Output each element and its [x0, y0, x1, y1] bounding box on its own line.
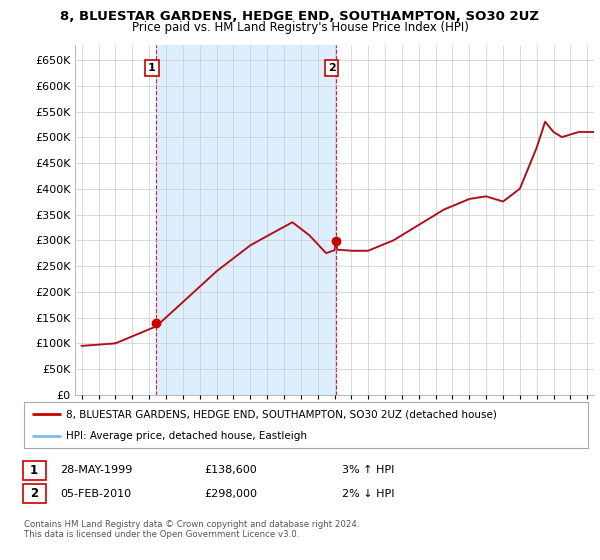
- Text: Contains HM Land Registry data © Crown copyright and database right 2024.
This d: Contains HM Land Registry data © Crown c…: [24, 520, 359, 539]
- Text: 05-FEB-2010: 05-FEB-2010: [60, 489, 131, 499]
- Text: 1: 1: [30, 464, 38, 477]
- Text: £298,000: £298,000: [204, 489, 257, 499]
- Text: 2: 2: [30, 487, 38, 501]
- Text: Price paid vs. HM Land Registry's House Price Index (HPI): Price paid vs. HM Land Registry's House …: [131, 21, 469, 34]
- Text: £138,600: £138,600: [204, 465, 257, 475]
- Bar: [156, 45, 336, 395]
- Text: HPI: Average price, detached house, Eastleigh: HPI: Average price, detached house, East…: [66, 431, 307, 441]
- Text: 8, BLUESTAR GARDENS, HEDGE END, SOUTHAMPTON, SO30 2UZ: 8, BLUESTAR GARDENS, HEDGE END, SOUTHAMP…: [61, 10, 539, 22]
- Text: 28-MAY-1999: 28-MAY-1999: [60, 465, 133, 475]
- Text: 2: 2: [328, 63, 335, 73]
- Text: 1: 1: [148, 63, 156, 73]
- Text: 2% ↓ HPI: 2% ↓ HPI: [342, 489, 395, 499]
- Text: 3% ↑ HPI: 3% ↑ HPI: [342, 465, 394, 475]
- Text: 8, BLUESTAR GARDENS, HEDGE END, SOUTHAMPTON, SO30 2UZ (detached house): 8, BLUESTAR GARDENS, HEDGE END, SOUTHAMP…: [66, 409, 497, 419]
